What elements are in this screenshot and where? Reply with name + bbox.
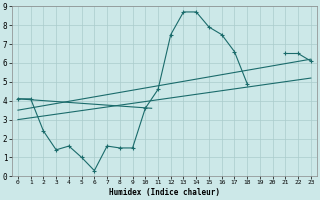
X-axis label: Humidex (Indice chaleur): Humidex (Indice chaleur) bbox=[109, 188, 220, 197]
